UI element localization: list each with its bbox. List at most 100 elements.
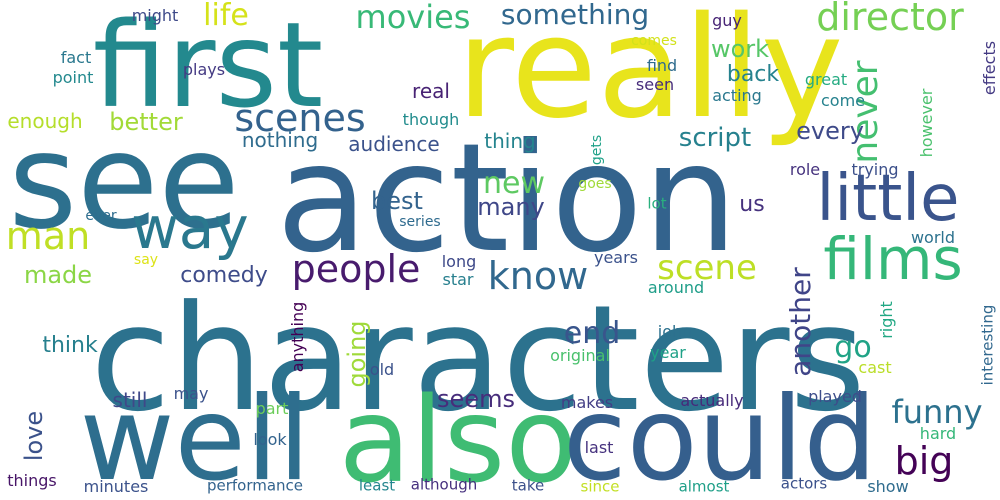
word: things xyxy=(7,471,57,490)
word: come xyxy=(820,91,866,110)
word: almost xyxy=(678,477,730,496)
word: know xyxy=(487,254,589,298)
word: might xyxy=(131,6,179,25)
word: played xyxy=(808,387,862,406)
word: around xyxy=(647,278,705,297)
word: john xyxy=(657,322,693,341)
word: characters xyxy=(90,274,866,444)
word: find xyxy=(646,56,678,75)
word: well xyxy=(79,372,311,500)
word: acting xyxy=(712,86,762,105)
word: hard xyxy=(919,424,957,443)
word: take xyxy=(511,476,545,495)
word: seen xyxy=(635,75,675,94)
word: ever xyxy=(85,208,117,224)
word: really xyxy=(456,0,844,150)
word: world xyxy=(910,228,956,247)
word: better xyxy=(109,108,183,136)
word: little xyxy=(816,162,960,236)
word: role xyxy=(789,160,821,179)
word: life xyxy=(203,0,249,33)
word: also xyxy=(338,371,578,500)
word: enough xyxy=(7,109,83,133)
word: guy xyxy=(712,11,742,30)
word: nothing xyxy=(241,128,319,152)
word: script xyxy=(678,123,752,153)
word: plays xyxy=(182,60,226,79)
word: go xyxy=(834,330,872,365)
word: actually xyxy=(680,391,744,410)
word: another xyxy=(784,267,817,377)
word: great xyxy=(804,70,848,89)
word: long xyxy=(441,252,477,271)
word: many xyxy=(477,193,545,221)
word: audience xyxy=(348,132,440,156)
word: could xyxy=(562,372,878,500)
word: seems xyxy=(437,385,515,413)
word: funny xyxy=(891,393,983,431)
word: show xyxy=(867,477,909,496)
word: trying xyxy=(851,160,899,179)
word: scene xyxy=(657,248,757,288)
word: way xyxy=(131,194,249,262)
word: movies xyxy=(355,0,471,36)
word: director xyxy=(816,0,964,39)
word: year xyxy=(650,343,686,362)
word: lot xyxy=(647,194,667,213)
word: effects xyxy=(980,40,999,96)
word: least xyxy=(358,476,396,495)
word: original xyxy=(550,346,610,365)
word: although xyxy=(410,475,478,494)
word: series xyxy=(399,214,441,230)
word: point xyxy=(52,68,94,87)
word: never xyxy=(845,60,886,164)
word: best xyxy=(371,187,423,215)
word: something xyxy=(500,0,650,31)
word: action xyxy=(276,112,738,286)
word: fact xyxy=(60,48,92,67)
word: man xyxy=(5,214,91,258)
word: see xyxy=(8,105,240,259)
word: performance xyxy=(206,476,304,495)
word: work xyxy=(710,35,770,63)
word: however xyxy=(917,88,936,158)
word: love xyxy=(20,410,48,462)
word: thing xyxy=(484,129,536,153)
word: old xyxy=(369,360,395,379)
word: people xyxy=(291,247,421,291)
word: comedy xyxy=(180,263,268,288)
word: still xyxy=(112,388,148,412)
word: comes xyxy=(631,33,677,49)
word: first xyxy=(92,0,324,134)
word: end xyxy=(563,316,621,351)
word: actors xyxy=(780,474,828,493)
word: think xyxy=(42,333,98,358)
word: may xyxy=(173,384,209,403)
word: new xyxy=(482,166,546,201)
word: back xyxy=(726,62,780,87)
word: scenes xyxy=(234,96,366,140)
word: every xyxy=(796,117,864,145)
word: years xyxy=(593,248,639,267)
word: say xyxy=(133,252,159,268)
word: star xyxy=(442,270,474,289)
word: right xyxy=(877,301,896,339)
word: look xyxy=(253,430,287,449)
word: big xyxy=(894,439,954,483)
word: real xyxy=(412,79,450,103)
word: gets xyxy=(589,134,605,166)
word: last xyxy=(584,438,614,457)
word: going xyxy=(343,320,371,388)
word: part xyxy=(255,399,289,418)
word: films xyxy=(823,225,963,293)
word: anything xyxy=(288,301,307,373)
word: makes xyxy=(560,393,614,412)
word: since xyxy=(580,477,620,496)
word: made xyxy=(23,261,93,289)
word: us xyxy=(739,192,765,217)
word: goes xyxy=(578,176,612,192)
word: cast xyxy=(858,358,892,377)
word: minutes xyxy=(83,477,149,496)
word: interesting xyxy=(978,304,997,386)
